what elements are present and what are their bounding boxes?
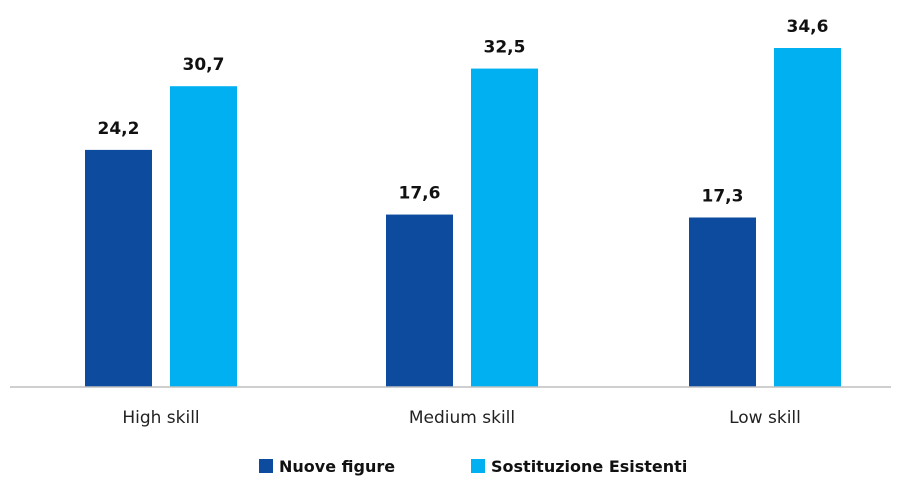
legend-label: Sostituzione Esistenti	[491, 457, 687, 476]
data-label: 34,6	[787, 17, 829, 37]
category-label: High skill	[122, 408, 199, 428]
bar-sostituzione-esistenti-3	[774, 48, 841, 387]
bar-sostituzione-esistenti-1	[170, 86, 237, 387]
bar-nuove-figure-1	[85, 149, 152, 387]
legend-swatch	[259, 459, 273, 473]
data-label: 32,5	[484, 38, 526, 58]
data-label: 30,7	[183, 55, 225, 75]
category-labels-layer: High skill Medium skill Low skill	[122, 408, 801, 428]
bar-nuove-figure-2	[386, 214, 453, 387]
value-labels-layer: 24,2 30,7 17,6 32,5 17,3 34,6	[98, 17, 829, 207]
legend: Nuove figure Sostituzione Esistenti	[259, 457, 687, 476]
legend-label: Nuove figure	[279, 457, 395, 476]
category-label: Medium skill	[409, 408, 515, 428]
bar-sostituzione-esistenti-2	[471, 68, 538, 388]
category-label: Low skill	[729, 408, 801, 428]
data-label: 17,3	[702, 187, 744, 207]
data-label: 17,6	[399, 184, 441, 204]
bars-layer	[85, 48, 841, 388]
bar-nuove-figure-3	[689, 217, 756, 387]
legend-swatch	[471, 459, 485, 473]
data-label: 24,2	[98, 119, 140, 139]
